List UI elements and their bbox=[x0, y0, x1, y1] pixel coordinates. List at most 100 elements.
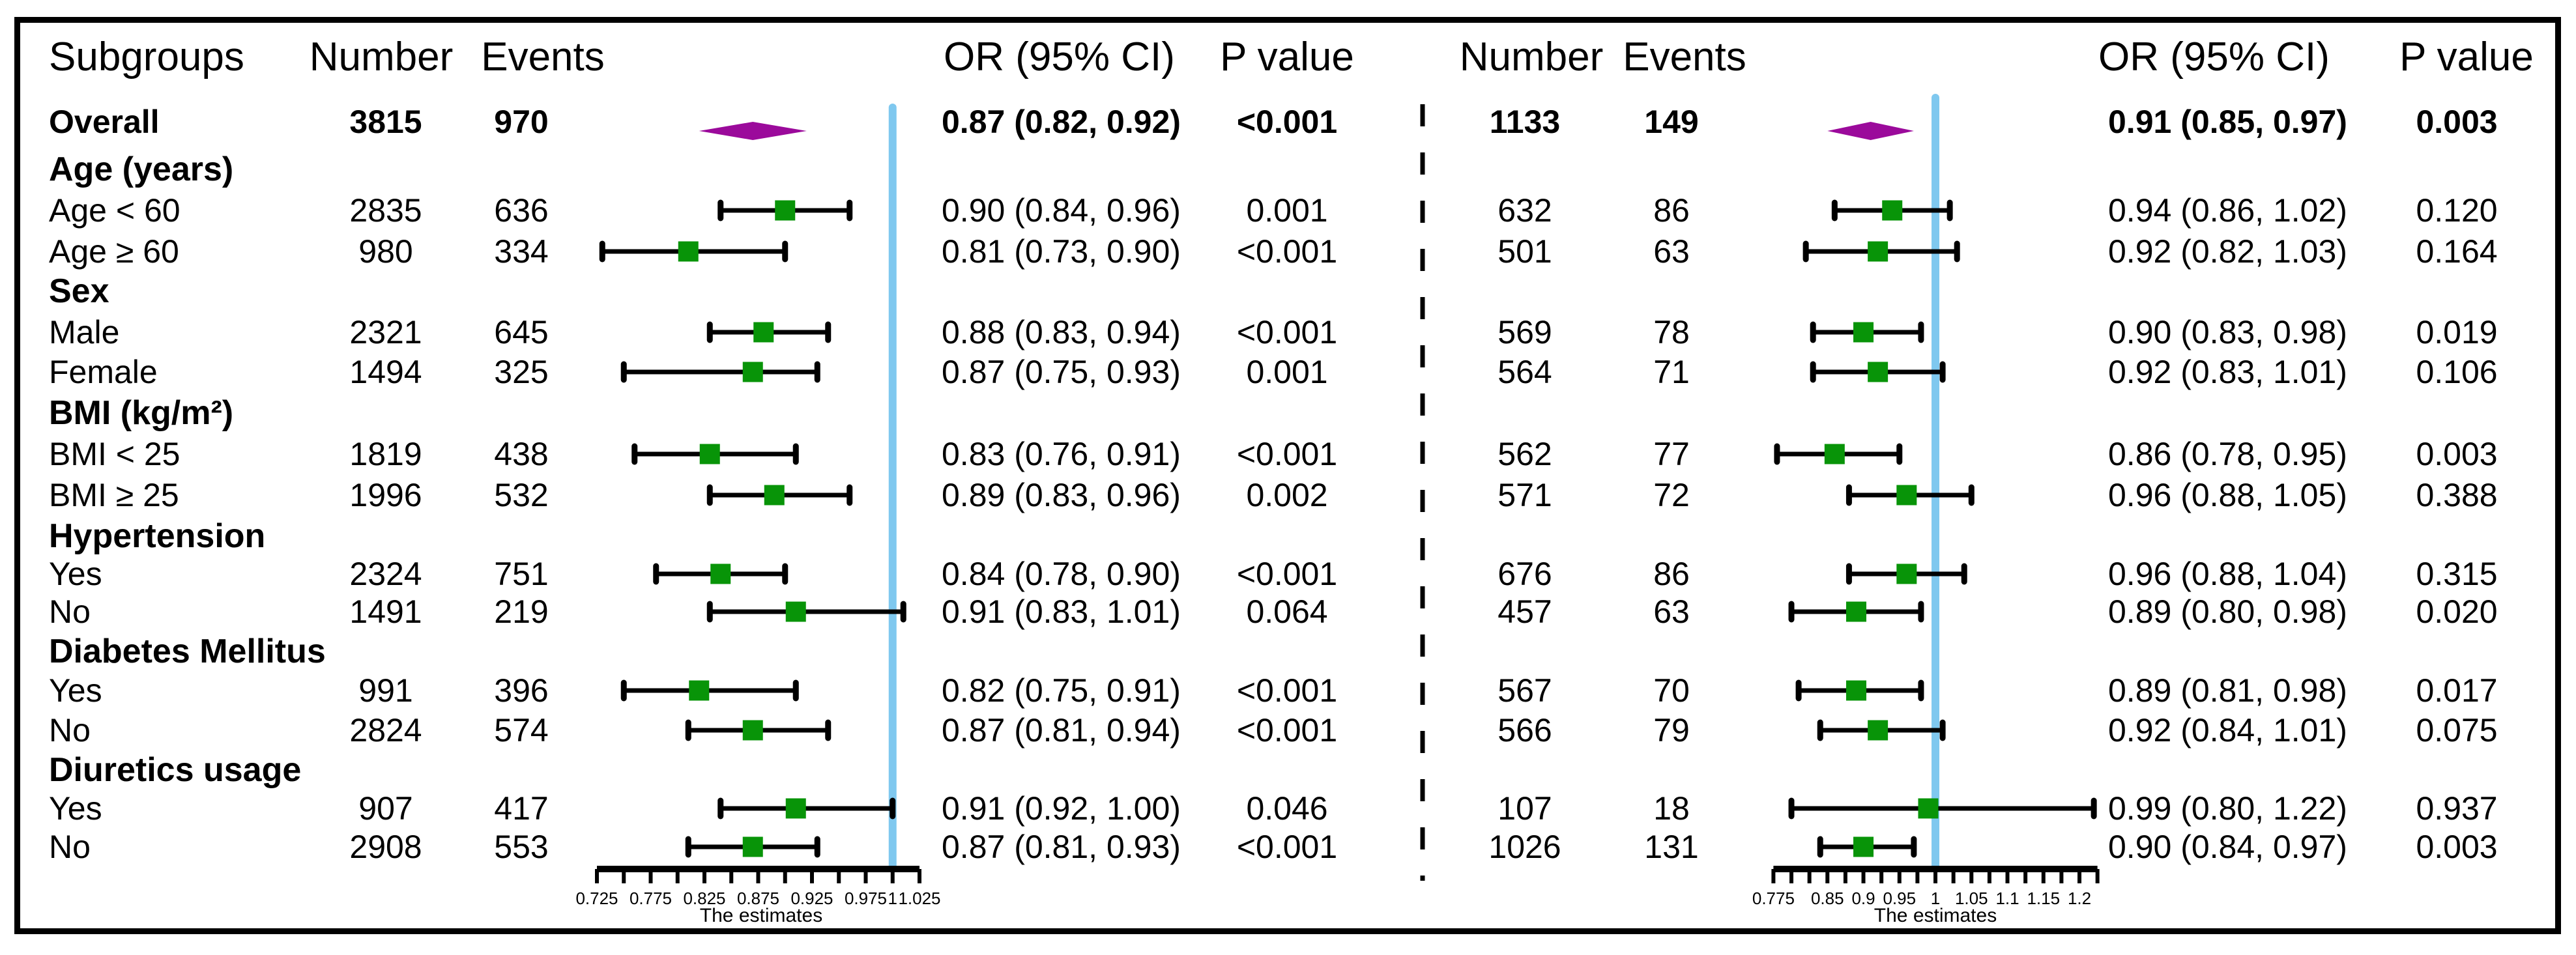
or-marker bbox=[1896, 563, 1917, 584]
or-ci-cell: 0.96 (0.88, 1.04) bbox=[2108, 556, 2347, 592]
or-marker bbox=[678, 241, 699, 262]
p-value-cell: <0.001 bbox=[1236, 233, 1338, 270]
or-marker bbox=[1845, 601, 1866, 622]
or-marker bbox=[785, 798, 806, 819]
or-ci-cell: 0.87 (0.82, 0.92) bbox=[942, 104, 1181, 140]
axis-tick-label: 0.975 bbox=[845, 889, 887, 908]
axis-tick-label: 0.775 bbox=[1752, 889, 1795, 908]
or-ci-cell: 0.89 (0.83, 0.96) bbox=[942, 477, 1181, 513]
p-value-cell: <0.001 bbox=[1236, 556, 1338, 592]
events-header-left: Events bbox=[481, 35, 605, 79]
events-cell: 72 bbox=[1653, 477, 1690, 513]
or-marker bbox=[1882, 200, 1903, 221]
axis-tick-label: 0.95 bbox=[1883, 889, 1916, 908]
number-cell: 2824 bbox=[349, 712, 422, 748]
p-value-cell: 0.020 bbox=[2416, 593, 2498, 630]
number-cell: 1996 bbox=[349, 477, 422, 513]
section-label: Sex bbox=[49, 272, 109, 310]
or-ci-cell: 0.92 (0.82, 1.03) bbox=[2108, 233, 2347, 270]
number-cell: 1819 bbox=[349, 436, 422, 472]
or-marker bbox=[1824, 444, 1845, 464]
or-marker bbox=[753, 322, 774, 343]
number-cell: 2324 bbox=[349, 556, 422, 592]
or-ci-cell: 0.82 (0.75, 0.91) bbox=[942, 672, 1181, 709]
or-marker bbox=[764, 485, 785, 506]
or-ci-cell: 0.88 (0.83, 0.94) bbox=[942, 314, 1181, 350]
p-value-cell: 0.001 bbox=[1246, 354, 1328, 390]
number-cell: 562 bbox=[1498, 436, 1552, 472]
number-cell: 676 bbox=[1498, 556, 1552, 592]
events-cell: 970 bbox=[494, 104, 549, 140]
number-cell: 2321 bbox=[349, 314, 422, 350]
axis-tick-label: 1.2 bbox=[2068, 889, 2091, 908]
p-value-cell: 0.064 bbox=[1246, 593, 1328, 630]
number-cell: 571 bbox=[1498, 477, 1552, 513]
or-ci-cell: 0.90 (0.84, 0.97) bbox=[2108, 829, 2347, 865]
events-cell: 438 bbox=[494, 436, 549, 472]
events-cell: 396 bbox=[494, 672, 549, 709]
or-ci-cell: 0.87 (0.81, 0.94) bbox=[942, 712, 1181, 748]
or-ci-cell: 0.90 (0.83, 0.98) bbox=[2108, 314, 2347, 350]
number-cell: 632 bbox=[1498, 192, 1552, 229]
subgroup-label: Overall bbox=[49, 104, 160, 140]
or-marker bbox=[710, 563, 731, 584]
events-cell: 70 bbox=[1653, 672, 1690, 709]
section-label: Hypertension bbox=[49, 517, 266, 555]
or-marker bbox=[742, 362, 763, 382]
events-cell: 78 bbox=[1653, 314, 1690, 350]
axis-title-left: The estimates bbox=[699, 905, 823, 926]
section-label: Age (years) bbox=[49, 150, 234, 188]
or-marker bbox=[785, 601, 806, 622]
axis-tick-label: 0.725 bbox=[575, 889, 618, 908]
events-cell: 553 bbox=[494, 829, 549, 865]
number-cell: 907 bbox=[358, 790, 413, 827]
p-value-cell: 0.315 bbox=[2416, 556, 2498, 592]
number-cell: 2835 bbox=[349, 192, 422, 229]
events-cell: 18 bbox=[1653, 790, 1690, 827]
subgroup-label: BMI ≥ 25 bbox=[49, 477, 179, 513]
p-value-header-left: P value bbox=[1220, 35, 1354, 79]
events-cell: 532 bbox=[494, 477, 549, 513]
axis-tick-label: 0.875 bbox=[737, 889, 779, 908]
p-value-cell: 0.019 bbox=[2416, 314, 2498, 350]
subgroup-label: No bbox=[49, 829, 91, 865]
number-cell: 564 bbox=[1498, 354, 1552, 390]
or-marker bbox=[1918, 798, 1939, 819]
number-cell: 980 bbox=[358, 233, 413, 270]
number-cell: 501 bbox=[1498, 233, 1552, 270]
number-cell: 566 bbox=[1498, 712, 1552, 748]
events-header-right: Events bbox=[1623, 35, 1746, 79]
events-cell: 79 bbox=[1653, 712, 1690, 748]
p-value-cell: 0.003 bbox=[2416, 829, 2498, 865]
axis-tick-label: 1.15 bbox=[2027, 889, 2060, 908]
or-ci-cell: 0.92 (0.84, 1.01) bbox=[2108, 712, 2347, 748]
or-ci-header-left: OR (95% CI) bbox=[944, 35, 1175, 79]
axis-tick-label: 0.85 bbox=[1811, 889, 1844, 908]
or-ci-cell: 0.91 (0.83, 1.01) bbox=[942, 593, 1181, 630]
axis-tick-label: 0.925 bbox=[790, 889, 833, 908]
or-marker bbox=[775, 200, 796, 221]
subgroup-label: Age < 60 bbox=[49, 192, 181, 229]
events-cell: 417 bbox=[494, 790, 549, 827]
or-ci-cell: 0.84 (0.78, 0.90) bbox=[942, 556, 1181, 592]
p-value-cell: <0.001 bbox=[1236, 672, 1338, 709]
or-marker bbox=[1853, 836, 1874, 857]
events-cell: 149 bbox=[1644, 104, 1699, 140]
or-marker bbox=[742, 720, 763, 741]
number-header-left: Number bbox=[309, 35, 454, 79]
p-value-cell: 0.388 bbox=[2416, 477, 2498, 513]
p-value-cell: <0.001 bbox=[1236, 712, 1338, 748]
p-value-cell: <0.001 bbox=[1236, 104, 1338, 140]
number-cell: 1491 bbox=[349, 593, 422, 630]
number-cell: 991 bbox=[358, 672, 413, 709]
events-cell: 63 bbox=[1653, 593, 1690, 630]
p-value-cell: 0.075 bbox=[2416, 712, 2498, 748]
subgroup-label: Yes bbox=[49, 790, 102, 827]
subgroup-label: Female bbox=[49, 354, 158, 390]
section-label: BMI (kg/m²) bbox=[49, 394, 234, 432]
subgroup-label: Yes bbox=[49, 672, 102, 709]
events-cell: 636 bbox=[494, 192, 549, 229]
events-cell: 86 bbox=[1653, 556, 1690, 592]
